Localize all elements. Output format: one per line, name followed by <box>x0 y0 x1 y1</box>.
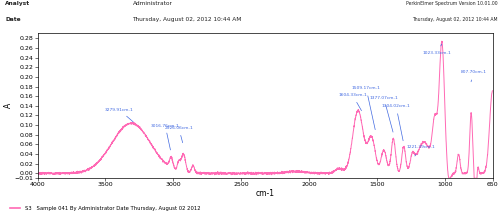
Y-axis label: A: A <box>4 103 13 108</box>
Text: 1509.17cm-1: 1509.17cm-1 <box>352 86 380 130</box>
Text: PerkinElmer Spectrum Version 10.01.00: PerkinElmer Spectrum Version 10.01.00 <box>406 1 498 6</box>
X-axis label: cm-1: cm-1 <box>256 189 274 198</box>
Text: 807.70cm-1: 807.70cm-1 <box>460 70 486 82</box>
Text: 3016.76cm-1: 3016.76cm-1 <box>151 124 180 150</box>
Text: 1377.07cm-1: 1377.07cm-1 <box>370 96 398 132</box>
Text: 1304.02cm-1: 1304.02cm-1 <box>382 104 410 141</box>
Text: 2926.06cm-1: 2926.06cm-1 <box>164 126 193 143</box>
Text: Thursday, August 02, 2012 10:44 AM: Thursday, August 02, 2012 10:44 AM <box>412 17 498 22</box>
Legend: S3   Sample 041 By Administrator Date Thursday, August 02 2012: S3 Sample 041 By Administrator Date Thur… <box>8 204 202 213</box>
Text: 1023.33cm-1: 1023.33cm-1 <box>422 44 451 55</box>
Text: Thursday, August 02, 2012 10:44 AM: Thursday, August 02, 2012 10:44 AM <box>132 17 242 22</box>
Text: Administrator: Administrator <box>132 1 172 6</box>
Text: 1604.33cm-1: 1604.33cm-1 <box>338 93 367 111</box>
Text: 1221.39cm-1: 1221.39cm-1 <box>406 145 435 156</box>
Text: Analyst: Analyst <box>5 1 30 6</box>
Text: Date: Date <box>5 17 20 22</box>
Text: 3279.91cm-1: 3279.91cm-1 <box>104 108 134 122</box>
